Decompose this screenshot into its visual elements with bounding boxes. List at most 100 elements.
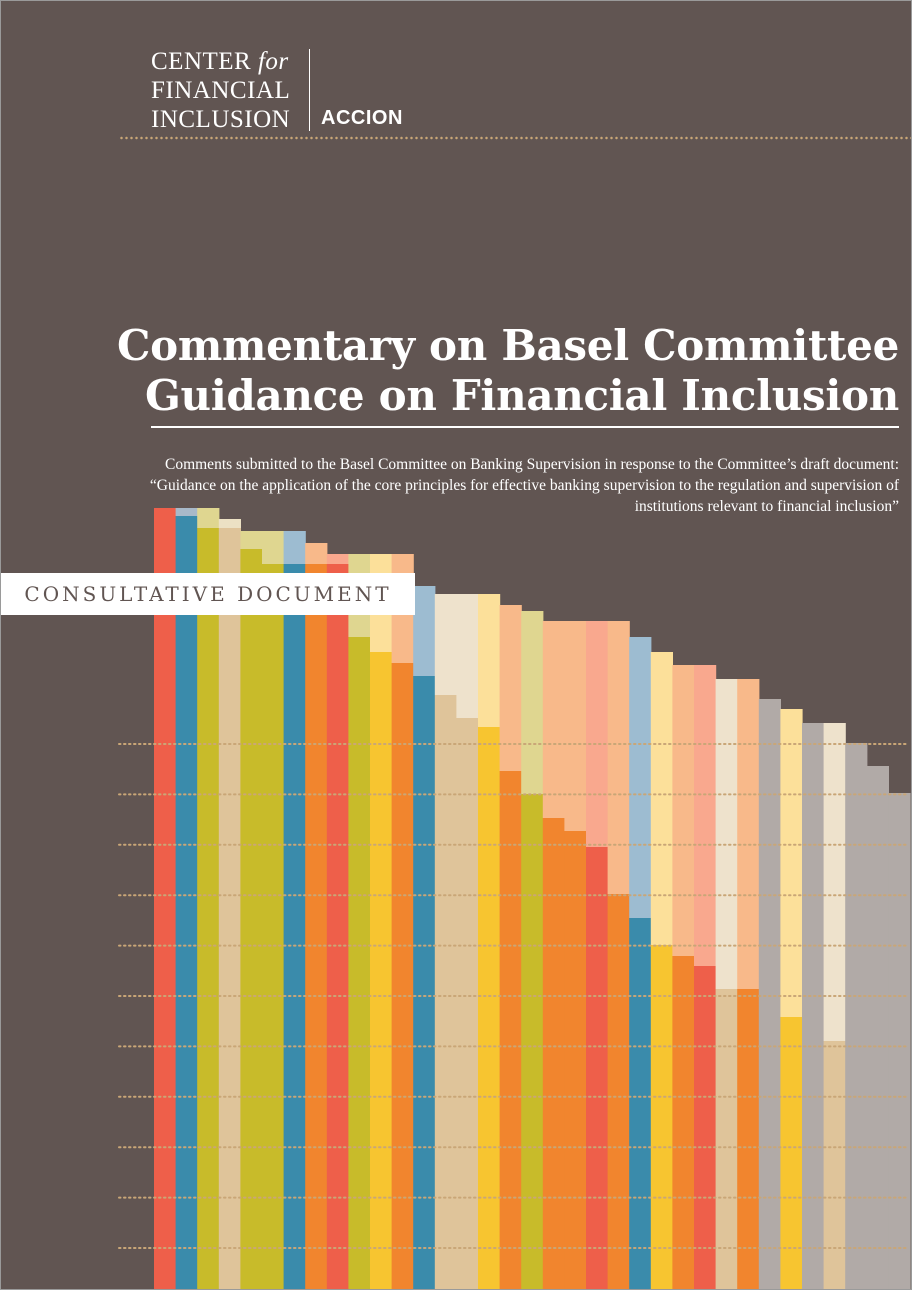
- document-subtitle: Comments submitted to the Basel Committe…: [149, 455, 899, 515]
- bar-segment-saturated: [305, 564, 328, 1289]
- bar-segment-light: [434, 594, 457, 695]
- bar-column: [694, 665, 717, 1289]
- bar-segment-saturated: [607, 894, 630, 1289]
- bar-segment-saturated: [715, 989, 738, 1289]
- logo-line-3: INCLUSION: [151, 106, 291, 133]
- bar-segment-saturated: [456, 718, 479, 1289]
- logo-divider: [309, 49, 310, 131]
- bar-segment-saturated: [434, 695, 457, 1289]
- bar-segment: [802, 723, 825, 1289]
- bar-segment-saturated: [737, 989, 760, 1289]
- bar-column: [197, 508, 220, 1289]
- bar-column: [650, 652, 673, 1289]
- bar-column: [240, 531, 263, 1289]
- bar-segment-saturated: [780, 1017, 803, 1289]
- bar-segment-saturated: [283, 564, 306, 1289]
- bar-segment-light: [456, 594, 479, 718]
- logo-line-2: FINANCIAL: [151, 77, 291, 104]
- bar-column: [586, 621, 609, 1289]
- title-underline: [151, 426, 899, 428]
- bar-segment-light: [715, 679, 738, 989]
- bar-segment-light: [650, 652, 673, 945]
- bar-segment-saturated: [499, 771, 522, 1289]
- cfi-logo: CENTER for FINANCIAL INCLUSION: [151, 47, 290, 134]
- bar-column: [370, 554, 393, 1289]
- logo-for: for: [257, 48, 289, 75]
- badge-label: CONSULTATIVE DOCUMENT: [24, 582, 392, 606]
- bar-segment-light: [240, 531, 263, 549]
- bar-segment-light: [542, 621, 565, 818]
- bar-segment-saturated: [478, 727, 501, 1289]
- bar-column: [542, 621, 565, 1289]
- title-line-1: Commentary on Basel Committee: [117, 321, 899, 370]
- bar-segment-light: [672, 665, 695, 956]
- bar-segment-saturated: [413, 676, 436, 1289]
- bar-column: [218, 519, 241, 1289]
- bar-segment-saturated: [326, 564, 349, 1289]
- bar-column: [391, 554, 414, 1289]
- bar-column: [802, 723, 825, 1289]
- bar-segment-light: [283, 531, 306, 564]
- bar-segment-saturated: [262, 564, 285, 1289]
- bar-column: [305, 543, 328, 1289]
- bar-segment-light: [586, 621, 609, 847]
- bar-column: [758, 699, 781, 1289]
- bar-segment-light: [197, 508, 220, 528]
- bar-column: [521, 611, 544, 1289]
- bar-segment-light: [780, 709, 803, 1017]
- bar-column: [326, 554, 349, 1289]
- bar-column: [607, 621, 630, 1289]
- bar-column: [672, 665, 695, 1289]
- bar-segment-light: [499, 605, 522, 771]
- bar-segment-saturated: [175, 516, 198, 1289]
- bar-column: [715, 679, 738, 1289]
- bar-segment-light: [326, 554, 349, 564]
- bar-segment-light: [262, 531, 285, 564]
- bar-segment-saturated: [672, 956, 695, 1289]
- bar-column: [262, 531, 285, 1289]
- bar-segment-light: [413, 586, 436, 676]
- document-title: Commentary on Basel Committee Guidance o…: [79, 321, 899, 421]
- bar-column: [283, 531, 306, 1289]
- bar-segment-saturated: [823, 1041, 846, 1289]
- bar-segment-light: [521, 611, 544, 794]
- bar-column: [888, 793, 911, 1289]
- dotted-rule: [119, 136, 911, 140]
- bar-segment-saturated: [218, 528, 241, 1289]
- bar-segment-saturated: [197, 528, 220, 1289]
- bar-column: [499, 605, 522, 1289]
- bar-segment-saturated: [650, 945, 673, 1289]
- bar-column: [478, 594, 501, 1289]
- bar-segment-light: [823, 723, 846, 1041]
- bar-segment-light: [607, 621, 630, 894]
- bar-segment: [758, 699, 781, 1289]
- bar-column: [866, 766, 889, 1289]
- bar-column: [564, 621, 587, 1289]
- bar-segment-saturated: [629, 918, 652, 1289]
- bar-segment-saturated: [542, 818, 565, 1289]
- bar-segment-light: [694, 665, 717, 966]
- bar-column: [154, 508, 177, 1289]
- bar-segment-light: [218, 519, 241, 528]
- bar-segment: [154, 508, 177, 1289]
- bar-segment-saturated: [348, 637, 371, 1289]
- bar-segment-light: [305, 543, 328, 564]
- bar-segment-light: [478, 594, 501, 727]
- bar-segment-light: [737, 679, 760, 989]
- bar-segment: [845, 743, 868, 1289]
- bar-segment: [888, 793, 911, 1289]
- bar-segment-saturated: [370, 652, 393, 1289]
- bar-segment-saturated: [521, 794, 544, 1289]
- bar-segment-saturated: [564, 831, 587, 1289]
- logo-line-1: CENTER for: [151, 47, 290, 76]
- bar-column: [413, 586, 436, 1289]
- accion-logo: ACCION: [321, 107, 403, 129]
- bar-segment-saturated: [586, 847, 609, 1289]
- bar-column: [348, 554, 371, 1289]
- bar-column: [434, 594, 457, 1289]
- title-line-2: Guidance on Financial Inclusion: [144, 371, 899, 420]
- bar-segment-light: [564, 621, 587, 831]
- bar-column: [737, 679, 760, 1289]
